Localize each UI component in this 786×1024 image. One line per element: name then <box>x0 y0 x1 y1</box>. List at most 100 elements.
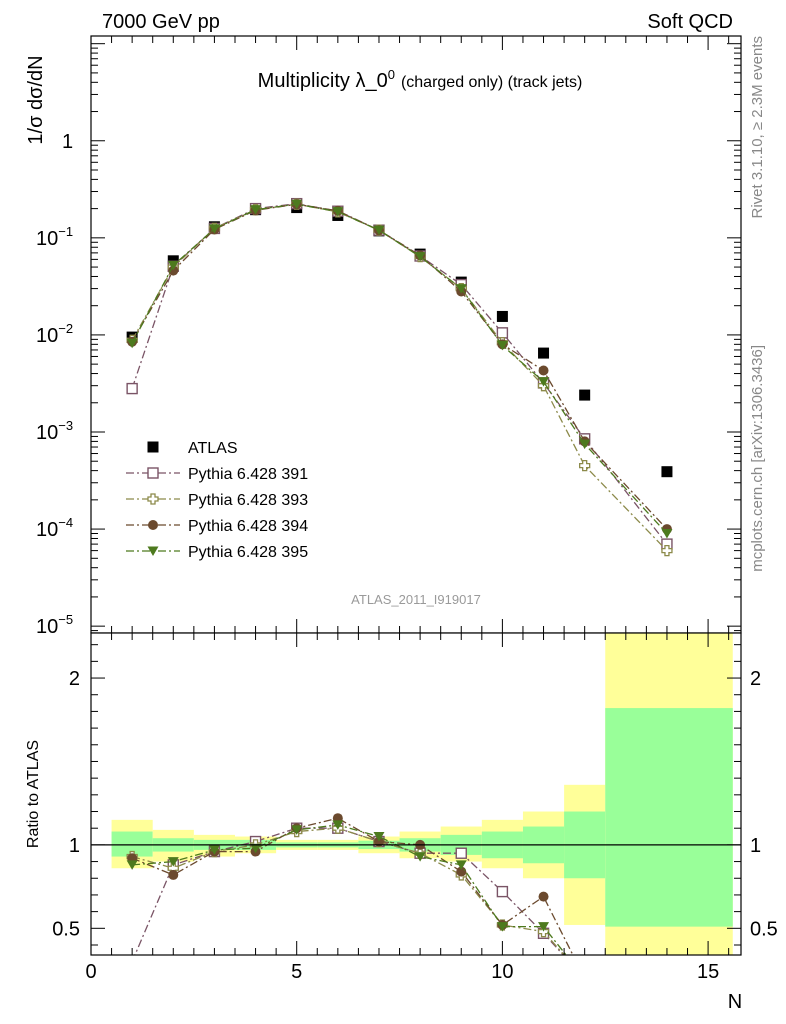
legend-marker <box>147 467 159 479</box>
y-tick-label: 10−2 <box>36 321 73 347</box>
upper-data-marks <box>126 197 673 557</box>
upper-y-label: 1/σ dσ/dN <box>25 55 47 144</box>
watermark: ATLAS_2011_I919017 <box>351 592 481 607</box>
y-tick-base: 10 <box>36 616 58 638</box>
ratio-point <box>291 825 303 835</box>
side-label-bottom: mcplots.cern.ch [arXiv:1306.3436] <box>749 345 766 572</box>
y-tick-base: 10 <box>36 228 58 250</box>
data-point <box>291 199 303 210</box>
y-tick-label: 1 <box>69 835 80 857</box>
legend-label: Pythia 6.428 395 <box>188 544 308 561</box>
title-subtitle: (charged only) (track jets) <box>401 74 582 91</box>
data-point <box>496 327 509 339</box>
upper-plot-area <box>91 36 741 633</box>
ratio-point <box>250 843 262 854</box>
data-point <box>538 347 550 359</box>
legend: ATLAS Pythia 6.428 391 Pythia 6.428 393 Pyt… <box>126 440 308 561</box>
data-point <box>208 224 220 234</box>
data-point <box>167 260 179 271</box>
data-point <box>414 252 426 262</box>
y-tick-base: 10 <box>36 519 58 541</box>
ratio-point <box>538 891 549 902</box>
ratio-point <box>538 922 550 932</box>
lower-data-marks <box>126 813 574 955</box>
x-axis-label: N <box>728 991 742 1013</box>
ratio-point <box>496 922 508 932</box>
y-tick-base: 10 <box>36 422 58 444</box>
series-4 <box>126 199 673 539</box>
y-tick-exponent: −4 <box>58 515 73 530</box>
y-tick-label-right: 1 <box>750 835 761 857</box>
data-point <box>579 389 591 401</box>
x-tick-label: 0 <box>85 961 96 983</box>
x-tick-label: 5 <box>291 961 302 983</box>
ratio-point <box>168 869 179 880</box>
y-tick-exponent: −3 <box>58 418 73 433</box>
ratio-point <box>455 847 467 859</box>
y-tick-label: 10−1 <box>36 224 73 250</box>
lower-x-ticks: 0 5 10 15 <box>85 633 730 983</box>
legend-entry: Pythia 6.428 393 <box>126 492 308 509</box>
side-label-top: Rivet 3.1.10, ≥ 2.3M events <box>749 36 766 219</box>
ratio-point <box>414 852 426 862</box>
ratio-point <box>537 925 550 938</box>
ratio-point <box>126 860 138 870</box>
data-point <box>455 284 467 294</box>
header-right: Soft QCD <box>647 11 733 33</box>
ratio-point <box>373 836 384 847</box>
y-tick-exponent: −5 <box>58 612 73 627</box>
data-point <box>250 205 262 215</box>
y-tick-label: 10−3 <box>36 418 73 444</box>
legend-marker <box>148 520 158 530</box>
title-superscript: 0 <box>388 67 395 82</box>
legend-entry: Pythia 6.428 391 <box>126 466 308 483</box>
lower-panel: 0.5 0.5 1 1 2 2 0 5 10 15 Ratio to ATLAS N <box>25 632 778 1013</box>
y-tick-exponent: −1 <box>58 224 73 239</box>
data-point <box>579 439 591 450</box>
y-tick-label: 2 <box>69 668 80 690</box>
y-tick-base: 1 <box>62 131 73 153</box>
ratio-point <box>496 885 509 898</box>
lower-y-label: Ratio to ATLAS <box>25 740 42 848</box>
data-point <box>126 382 138 395</box>
ratio-point <box>455 860 467 870</box>
data-point <box>126 338 138 349</box>
legend-entry: Pythia 6.428 395 <box>126 544 308 561</box>
ratio-series-3 <box>126 820 567 955</box>
y-tick-label: 1 <box>62 131 73 153</box>
y-tick-label-right: 0.5 <box>750 918 778 940</box>
legend-label: Pythia 6.428 391 <box>188 466 308 483</box>
data-point <box>496 340 508 351</box>
data-point <box>538 377 550 387</box>
y-tick-exponent: −2 <box>58 321 73 336</box>
legend-marker <box>147 546 159 556</box>
legend-label: Pythia 6.428 394 <box>188 518 308 535</box>
data-point <box>373 225 385 236</box>
data-point <box>661 544 673 557</box>
y-tick-label: 0.5 <box>52 918 80 940</box>
lower-frame <box>90 632 742 956</box>
data-point <box>661 466 673 478</box>
upper-panel: 10−510−410−310−210−11 Multiplicity λ_00(… <box>25 35 742 638</box>
data-point <box>332 207 344 217</box>
legend-entry: Pythia 6.428 394 <box>126 518 308 535</box>
legend-label: Pythia 6.428 393 <box>188 492 308 509</box>
ratio-point <box>332 820 344 830</box>
x-tick-label: 15 <box>697 961 719 983</box>
lower-y-ticks: 0.5 0.5 1 1 2 2 <box>52 644 778 946</box>
data-point <box>579 460 591 472</box>
y-tick-label: 10−4 <box>36 515 73 541</box>
x-tick-label: 10 <box>491 961 513 983</box>
legend-entry: ATLAS <box>147 440 238 457</box>
legend-label: ATLAS <box>188 440 238 457</box>
data-point <box>661 529 673 539</box>
ratio-point <box>208 845 220 855</box>
band-inner <box>605 708 733 927</box>
legend-marker <box>147 493 159 505</box>
y-tick-label-right: 2 <box>750 668 761 690</box>
data-point <box>168 265 179 276</box>
y-tick-label: 10−5 <box>36 612 73 638</box>
y-tick-base: 10 <box>36 325 58 347</box>
legend-marker <box>147 441 159 453</box>
